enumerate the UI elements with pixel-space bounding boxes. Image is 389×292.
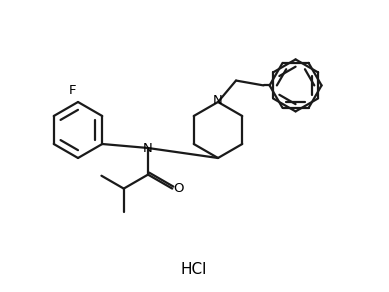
Text: N: N (143, 142, 153, 154)
Text: N: N (213, 95, 223, 107)
Text: F: F (69, 84, 77, 97)
Text: HCl: HCl (181, 263, 207, 277)
Text: O: O (173, 182, 184, 195)
